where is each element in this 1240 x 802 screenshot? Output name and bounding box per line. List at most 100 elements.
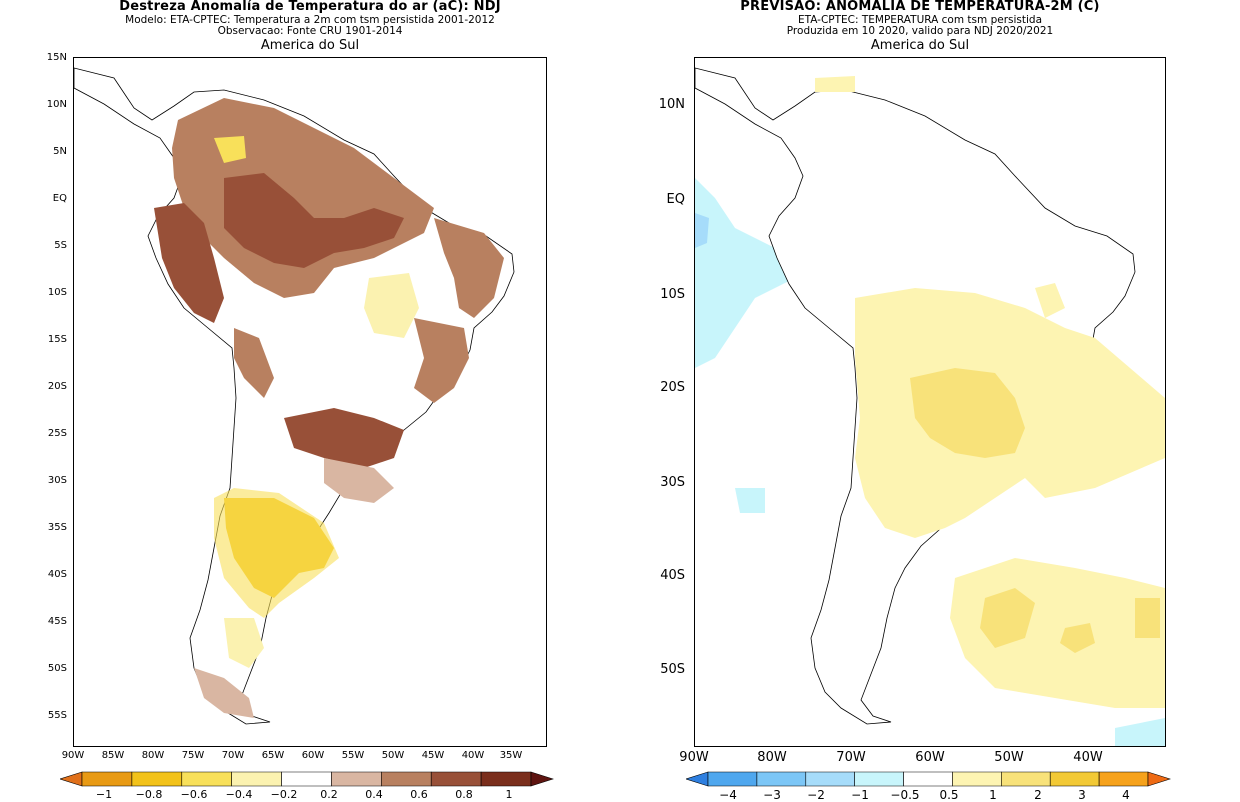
colorbar-label: 0.6 <box>410 788 428 801</box>
forecast-map-panel: PREVISAO: ANOMALIA DE TEMPERATURA-2M (C)… <box>620 0 1240 802</box>
right-forecast-map <box>695 67 1165 746</box>
lat-label: 10N <box>46 99 67 110</box>
anomaly-central-core <box>910 368 1025 458</box>
right-title: PREVISAO: ANOMALIA DE TEMPERATURA-2M (C) <box>740 0 1100 14</box>
lon-label: 40W <box>1073 750 1103 765</box>
colorbar-swatch <box>1098 771 1149 787</box>
left-title: Destreza Anomalía de Temperatura do ar (… <box>119 0 501 14</box>
colorbar-label: 0.2 <box>320 788 338 801</box>
lat-label: 40S <box>660 568 685 583</box>
colorbar-label: −4 <box>719 788 737 802</box>
right-region-label: America do Sul <box>870 38 970 53</box>
colorbar-label: −3 <box>763 788 781 802</box>
colorbar-label: −2 <box>807 788 825 802</box>
right-map-frame <box>694 57 1166 747</box>
lat-label: 5N <box>53 146 67 157</box>
colorbar-swatch <box>381 771 432 787</box>
skill-map-panel: Destreza Anomalía de Temperatura do ar (… <box>46 0 554 801</box>
right-colorbar <box>686 771 1171 787</box>
lat-label: 10N <box>658 97 685 112</box>
skill-region-andes-central <box>234 328 274 398</box>
lat-label: 15N <box>46 52 67 63</box>
colorbar-swatch <box>131 771 183 787</box>
colorbar-swatch <box>231 771 282 787</box>
lat-label: 30S <box>660 475 685 490</box>
lat-label: 10S <box>660 287 685 302</box>
colorbar-label: 0.5 <box>939 788 959 802</box>
skill-region-andes-north <box>154 203 224 323</box>
anomaly-ocean-south <box>950 558 1165 708</box>
colorbar-swatch <box>430 771 482 787</box>
colorbar-swatch <box>81 771 133 787</box>
colorbar-swatch <box>854 771 904 787</box>
colorbar-label: 2 <box>1034 788 1042 802</box>
anomaly-northeast <box>1035 283 1065 318</box>
colorbar-label: 4 <box>1122 788 1130 802</box>
left-subtitle-model: Modelo: ETA-CPTEC: Temperatura a 2m com … <box>125 14 495 26</box>
right-subtitle-model: ETA-CPTEC: TEMPERATURA com tsm persistid… <box>797 14 1043 26</box>
colorbar-swatch <box>1001 771 1051 787</box>
lat-label: 40S <box>47 569 67 580</box>
lon-label: 35W <box>499 750 523 761</box>
colorbar-label: 0.4 <box>365 788 383 801</box>
skill-region-patagonia-tip <box>194 668 254 718</box>
colorbar-swatch <box>60 771 83 787</box>
skill-region-patagonia-light <box>224 618 264 668</box>
colorbar-swatch <box>181 771 232 787</box>
lat-label: 55S <box>47 710 67 721</box>
lat-label: 50S <box>660 662 685 677</box>
colorbar-swatch <box>756 771 807 787</box>
lat-label: EQ <box>666 192 685 207</box>
anomaly-ocean-south-core-3 <box>1135 598 1160 638</box>
colorbar-label: −1 <box>95 788 113 801</box>
left-region-label: America do Sul <box>260 38 360 53</box>
colorbar-label: −1 <box>851 788 869 802</box>
lat-label: 10S <box>47 287 67 298</box>
lon-label: 85W <box>101 750 125 761</box>
anomaly-ocean-southwest <box>735 488 765 513</box>
lon-label: 40W <box>461 750 485 761</box>
colorbar-label: −0.4 <box>225 788 253 801</box>
left-colorbar <box>60 771 554 787</box>
skill-region-argentina-light <box>214 488 339 618</box>
skill-region-amazon-core <box>224 173 404 268</box>
colorbar-label: 1 <box>505 788 513 801</box>
colorbar-label: −0.8 <box>135 788 163 801</box>
colorbar-swatch <box>331 771 382 787</box>
colorbar-label: −0.2 <box>270 788 298 801</box>
skill-region-east-coast <box>414 318 469 403</box>
colorbar-label: 0.8 <box>455 788 473 801</box>
skill-region-northeast <box>434 218 504 318</box>
lon-label: 70W <box>221 750 245 761</box>
anomaly-ocean-west-core <box>695 213 709 248</box>
colorbar-label: −0.5 <box>890 788 920 802</box>
lon-label: 80W <box>141 750 165 761</box>
colorbar-swatch <box>903 771 953 787</box>
colorbar-swatch <box>805 771 855 787</box>
left-skill-map <box>74 67 515 725</box>
lon-label: 55W <box>341 750 365 761</box>
lat-label: 20S <box>660 380 685 395</box>
skill-region-central-brazil <box>364 273 419 338</box>
lon-label: 90W <box>61 750 85 761</box>
lat-label: 20S <box>47 381 67 392</box>
colorbar-swatch <box>281 771 332 787</box>
lat-label: EQ <box>52 193 67 204</box>
lon-label: 60W <box>915 750 945 765</box>
lon-label: 75W <box>181 750 205 761</box>
lon-label: 70W <box>836 750 866 765</box>
lat-label: 50S <box>47 663 67 674</box>
colorbar-swatch <box>707 771 758 787</box>
right-subtitle-valid: Produzida em 10 2020, valido para NDJ 20… <box>786 25 1054 37</box>
anomaly-ocean-west <box>695 178 795 368</box>
colorbar-swatch <box>480 771 532 787</box>
lon-label: 50W <box>381 750 405 761</box>
anomaly-ocean-south-core-1 <box>980 588 1035 648</box>
lon-label: 90W <box>679 750 709 765</box>
lat-label: 5S <box>54 240 67 251</box>
colorbar-swatch <box>686 771 709 787</box>
lat-label: 15S <box>47 334 67 345</box>
lat-label: 25S <box>47 428 67 439</box>
colorbar-swatch <box>530 771 554 787</box>
left-map-frame <box>73 57 547 747</box>
